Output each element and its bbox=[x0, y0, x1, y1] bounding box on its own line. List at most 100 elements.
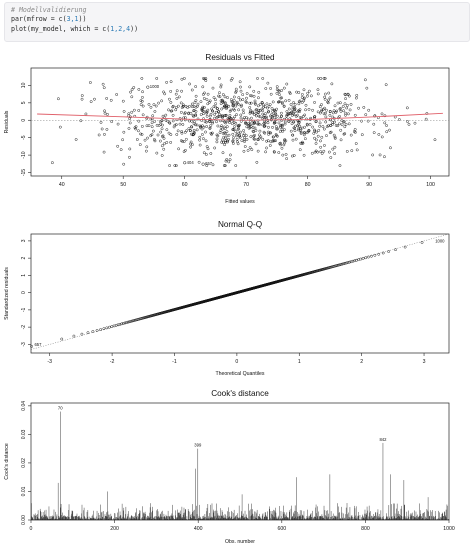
y-tick-label: 0.04 bbox=[21, 401, 27, 411]
residual-point bbox=[266, 121, 270, 125]
residual-point bbox=[261, 112, 265, 116]
y-tick-label: 0.02 bbox=[21, 458, 27, 468]
qq-point bbox=[340, 262, 344, 266]
residual-point bbox=[160, 144, 164, 148]
residual-point bbox=[224, 136, 227, 140]
residual-point bbox=[271, 100, 275, 104]
residual-point bbox=[141, 113, 145, 117]
residual-point bbox=[339, 128, 343, 132]
residual-point bbox=[179, 139, 183, 143]
residual-point bbox=[305, 123, 309, 127]
y-tick-label: 0 bbox=[21, 119, 27, 122]
residual-point bbox=[211, 109, 215, 113]
residual-point bbox=[183, 118, 187, 122]
residual-point bbox=[152, 129, 155, 133]
residual-point bbox=[128, 155, 131, 159]
qq-point bbox=[129, 320, 133, 323]
residual-point bbox=[233, 125, 236, 129]
residual-point bbox=[195, 128, 199, 132]
residual-point bbox=[159, 139, 162, 143]
residual-point bbox=[253, 120, 256, 124]
residual-point bbox=[383, 114, 387, 118]
residual-point bbox=[201, 133, 204, 136]
residual-point bbox=[314, 142, 318, 145]
residual-point bbox=[174, 108, 178, 112]
residual-point bbox=[189, 129, 192, 132]
residual-point bbox=[252, 134, 256, 138]
residual-point bbox=[318, 105, 322, 109]
residual-point bbox=[221, 140, 225, 144]
residual-point bbox=[256, 149, 260, 153]
residual-point bbox=[266, 139, 270, 143]
qq-point bbox=[30, 344, 33, 348]
residual-point bbox=[323, 77, 327, 80]
residual-point bbox=[281, 123, 284, 127]
qq-point bbox=[131, 319, 135, 323]
residual-point bbox=[116, 144, 120, 148]
residual-point bbox=[318, 124, 322, 128]
residual-point bbox=[270, 115, 274, 118]
residual-point bbox=[297, 91, 301, 94]
residual-point bbox=[240, 103, 243, 107]
residual-point bbox=[258, 103, 262, 106]
residual-point bbox=[198, 143, 202, 147]
residual-point bbox=[362, 106, 366, 109]
residual-point bbox=[252, 89, 256, 93]
residual-point bbox=[198, 135, 202, 139]
residual-point bbox=[311, 125, 315, 129]
point-label: 1000 bbox=[435, 238, 445, 243]
residual-point bbox=[279, 96, 283, 100]
residual-point bbox=[225, 106, 229, 109]
residual-point bbox=[237, 131, 241, 135]
residual-point bbox=[282, 86, 286, 90]
residual-point bbox=[287, 98, 291, 102]
residual-point bbox=[250, 148, 254, 152]
residual-point bbox=[289, 103, 293, 106]
residual-point bbox=[129, 90, 132, 94]
qq-point bbox=[394, 248, 397, 252]
residual-point bbox=[327, 150, 331, 154]
residual-point bbox=[218, 112, 221, 116]
y-tick-label: 0.01 bbox=[21, 486, 27, 496]
residual-point bbox=[294, 137, 298, 141]
residual-point bbox=[253, 138, 256, 141]
residual-point bbox=[195, 123, 199, 127]
residual-point bbox=[209, 112, 213, 116]
residual-point bbox=[304, 103, 308, 107]
residual-point bbox=[252, 94, 256, 98]
residual-point bbox=[185, 129, 188, 133]
residual-point bbox=[433, 138, 437, 142]
residual-point bbox=[346, 112, 350, 116]
residual-point bbox=[302, 153, 306, 157]
residual-point bbox=[162, 142, 166, 146]
residual-point bbox=[262, 103, 265, 107]
residual-point bbox=[303, 125, 306, 129]
residual-point bbox=[316, 92, 320, 96]
code-cell[interactable]: # Modellvalidierung par(mfrow = c(3,1)) … bbox=[4, 2, 470, 42]
residual-point bbox=[303, 131, 307, 135]
residual-point bbox=[283, 139, 286, 142]
residual-point bbox=[147, 103, 151, 106]
residual-point bbox=[215, 140, 219, 144]
qq-point bbox=[122, 321, 125, 325]
x-tick-label: 80 bbox=[305, 182, 311, 188]
residual-point bbox=[331, 147, 335, 151]
residual-point bbox=[97, 133, 101, 137]
residual-point bbox=[110, 120, 114, 123]
residual-point bbox=[312, 115, 316, 119]
residual-point bbox=[326, 100, 329, 104]
residual-point bbox=[79, 119, 83, 123]
y-tick-label: 1 bbox=[21, 274, 27, 277]
y-tick-label: -1 bbox=[21, 307, 27, 312]
residual-point bbox=[171, 119, 175, 123]
residual-point bbox=[177, 95, 181, 99]
residual-point bbox=[223, 143, 226, 147]
residual-point bbox=[287, 107, 291, 111]
residual-point bbox=[221, 131, 225, 135]
residual-point bbox=[130, 88, 134, 91]
residual-point bbox=[248, 94, 252, 97]
residual-point bbox=[269, 92, 273, 96]
residual-point bbox=[234, 91, 238, 94]
residual-point bbox=[405, 106, 409, 110]
plot-frame bbox=[30, 402, 450, 521]
